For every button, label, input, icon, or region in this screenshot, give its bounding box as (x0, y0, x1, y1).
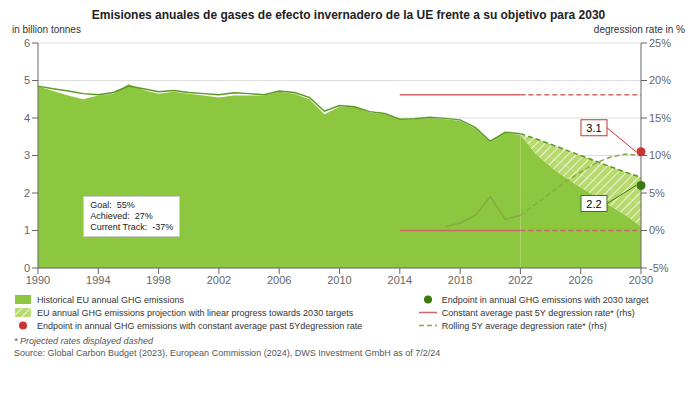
svg-text:6: 6 (24, 37, 30, 49)
svg-text:25%: 25% (649, 37, 671, 49)
svg-text:15%: 15% (649, 112, 671, 124)
html-text:in billion tonnes: in billion tonnes (12, 24, 81, 35)
svg-text:20%: 20% (649, 74, 671, 86)
svg-text:2026: 2026 (568, 274, 592, 286)
svg-text:2014: 2014 (388, 274, 412, 286)
svg-text:5: 5 (24, 74, 30, 86)
svg-text:1994: 1994 (86, 274, 110, 286)
html-text:Historical EU annual GHG emiss: Historical EU annual GHG emissions (37, 294, 185, 305)
svg-text:3.1: 3.1 (586, 122, 601, 134)
html-text:degression rate in %: degression rate in % (593, 24, 685, 35)
svg-text:2002: 2002 (207, 274, 231, 286)
svg-text:2018: 2018 (448, 274, 472, 286)
html-text:Endpoint in annual GHG emissio: Endpoint in annual GHG emissions with co… (37, 320, 363, 331)
svg-text:2022: 2022 (508, 274, 532, 286)
svg-text:0%: 0% (649, 224, 665, 236)
svg-text:2.2: 2.2 (586, 198, 601, 210)
html-text:Constant average past 5Y degre: Constant average past 5Y degression rate… (441, 307, 635, 318)
html-text:Goal: 55% Achieved: 27% Curren: Goal: 55% Achieved: 27% Current Track: -… (90, 200, 174, 232)
svg-text:1990: 1990 (26, 274, 50, 286)
svg-text:10%: 10% (649, 149, 671, 161)
svg-text:-5%: -5% (649, 262, 669, 274)
svg-text:5%: 5% (649, 187, 665, 199)
html-text:EU annual GHG emissions projec: EU annual GHG emissions projection with … (37, 307, 354, 318)
svg-text:1998: 1998 (146, 274, 170, 286)
svg-text:2: 2 (24, 187, 30, 199)
html-text:Endpoint in annual GHG emissio: Endpoint in annual GHG emissions with 20… (441, 294, 649, 305)
html-text:* Projected rates displayed da: * Projected rates displayed dashed (14, 336, 154, 346)
html-text:Emisiones anuales de gases de: Emisiones anuales de gases de efecto inv… (91, 8, 606, 22)
svg-text:0: 0 (24, 262, 30, 274)
svg-text:2006: 2006 (267, 274, 291, 286)
svg-text:2030: 2030 (629, 274, 653, 286)
svg-text:2010: 2010 (327, 274, 351, 286)
svg-text:3: 3 (24, 149, 30, 161)
html-text:Rolling 5Y average degression: Rolling 5Y average degression rate* (rhs… (441, 320, 607, 331)
svg-text:4: 4 (24, 112, 30, 124)
html-text:Source: Global Carbon Budget (: Source: Global Carbon Budget (2023), Eur… (14, 348, 441, 358)
svg-text:1: 1 (24, 224, 30, 236)
